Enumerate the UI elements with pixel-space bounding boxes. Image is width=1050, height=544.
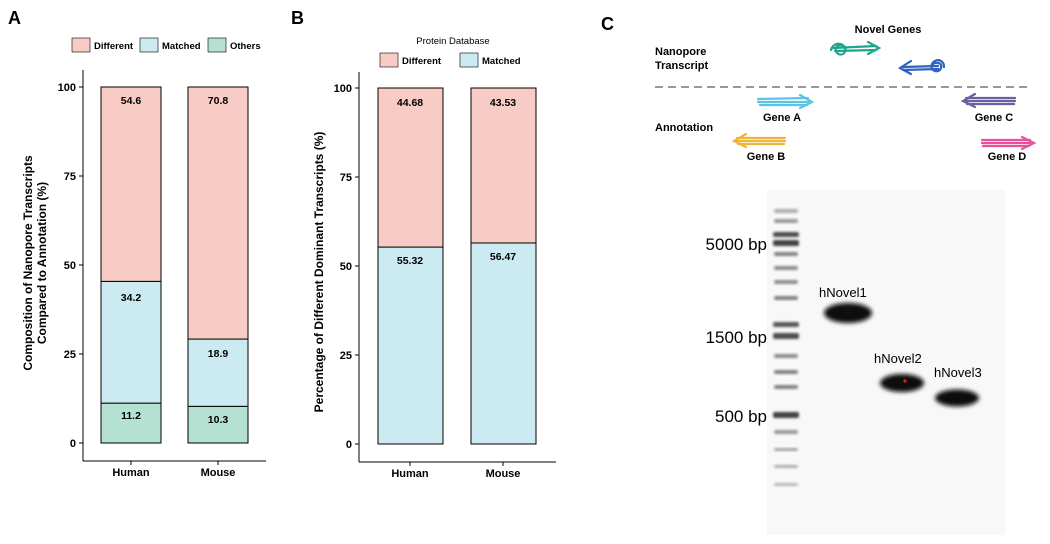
band-label-hnovel1: hNovel1 [819,285,867,300]
legend-a-swatch-matched [139,37,159,53]
x-tick-label-human-b: Human [391,468,429,480]
legend-a-swatch-different [71,37,91,53]
bar-human-matched-b [377,246,444,445]
y-ticks-b: 0 25 50 75 100 [334,83,359,451]
bar-mouse-different-b [470,87,537,244]
data-label-human-matched-a: 34.2 [121,292,142,304]
band-label-hnovel2: hNovel2 [874,351,922,366]
gene-schematic: Novel Genes Nanopore Transcript Annotati… [655,24,1037,163]
gel-image: hNovel1 hNovel2 hNovel3 [767,190,1005,535]
gene-d-arrow-icon [980,135,1037,151]
y-tick-label-100: 100 [58,82,76,94]
bar-mouse-different-a [187,86,249,340]
panel-a-letter: A [8,8,21,28]
legend-a-label-different: Different [94,41,134,52]
bar-human-b [377,87,444,445]
legend-b-title: Protein Database [416,36,489,47]
data-label-human-different-b: 44.68 [397,97,423,109]
bar-mouse-matched-a [187,338,249,407]
y-axis-title-a-line2: Compared to Annotation (%) [35,182,49,344]
gene-a-label: Gene A [763,112,801,124]
data-label-human-different-a: 54.6 [121,95,142,107]
y-tick-label-50: 50 [340,261,352,273]
gene-a-arrow-icon [756,93,815,110]
y-tick-label-25: 25 [64,349,76,361]
y-tick-label-50: 50 [64,260,76,272]
legend-a: Different Matched Others [71,37,261,53]
legend-b: Protein Database Different Matched [379,36,521,68]
bar-human-different-b [377,87,444,248]
data-label-mouse-different-b: 43.53 [490,97,516,109]
band-hnovel2 [880,374,924,392]
panel-b-letter: B [291,8,304,28]
gene-d-label: Gene D [988,151,1027,163]
gene-c-arrow-icon [960,92,1017,109]
band-label-hnovel3: hNovel3 [934,365,982,380]
marker-label-1500bp: 1500 bp [706,328,767,347]
panel-b: B Protein Database Different Matched Per… [291,8,556,480]
legend-b-label-matched: Matched [482,56,521,67]
marker-label-5000bp: 5000 bp [706,235,767,254]
ladder-lane [773,209,799,486]
legend-b-label-different: Different [402,56,442,67]
y-axis-title-a-line1: Composition of Nanopore Transcripts [21,155,35,371]
bar-human-others-a [100,402,162,444]
legend-a-label-others: Others [230,41,261,52]
y-tick-label-75: 75 [64,171,76,183]
gene-b-arrow-icon [731,132,787,149]
panel-c: C Novel Genes Nanopore Transcript Annota… [601,14,1037,535]
gel-background [767,190,1005,535]
gene-c-label: Gene C [975,112,1014,124]
data-label-mouse-matched-a: 18.9 [208,348,229,360]
data-label-mouse-matched-b: 56.47 [490,251,516,263]
y-axis-title-b: Percentage of Different Dominant Transcr… [312,132,326,413]
nanopore-label-line1: Nanopore [655,46,706,58]
bar-mouse-a [187,86,249,444]
y-ticks-a: 0 25 50 75 100 [58,82,83,450]
x-tick-label-human-a: Human [112,467,150,479]
novel-gene-arrow-left-icon [897,59,946,76]
band-hnovel3 [935,389,979,407]
y-tick-label-75: 75 [340,172,352,184]
bar-human-matched-a [100,280,162,404]
panel-a: A Different Matched Others Composition o… [8,8,266,479]
y-tick-label-0: 0 [70,438,76,450]
novel-gene-arrow-right-icon [829,40,882,56]
panel-c-letter: C [601,14,614,34]
marker-label-500bp: 500 bp [715,407,767,426]
bar-mouse-matched-b [470,242,537,445]
bar-human-a [100,86,162,444]
band-hnovel1 [824,303,872,323]
x-tick-label-mouse-b: Mouse [486,468,521,480]
bar-human-different-a [100,86,162,282]
band-hnovel2-mark [903,379,907,383]
gene-b-label: Gene B [747,151,786,163]
bar-mouse-b [470,87,537,445]
x-tick-label-mouse-a: Mouse [201,467,236,479]
legend-b-swatch-different [379,52,399,68]
legend-a-swatch-others [207,37,227,53]
data-label-mouse-different-a: 70.8 [208,95,229,107]
y-tick-label-25: 25 [340,350,352,362]
data-label-mouse-others-a: 10.3 [208,414,229,426]
nanopore-label-line2: Transcript [655,60,709,72]
y-tick-label-0: 0 [346,439,352,451]
novel-genes-label: Novel Genes [855,24,922,36]
annotation-label: Annotation [655,122,713,134]
legend-b-swatch-matched [459,52,479,68]
bar-mouse-others-a [187,405,249,444]
data-label-human-others-a: 11.2 [121,410,141,422]
y-tick-label-100: 100 [334,83,352,95]
data-label-human-matched-b: 55.32 [397,255,423,267]
legend-a-label-matched: Matched [162,41,201,52]
